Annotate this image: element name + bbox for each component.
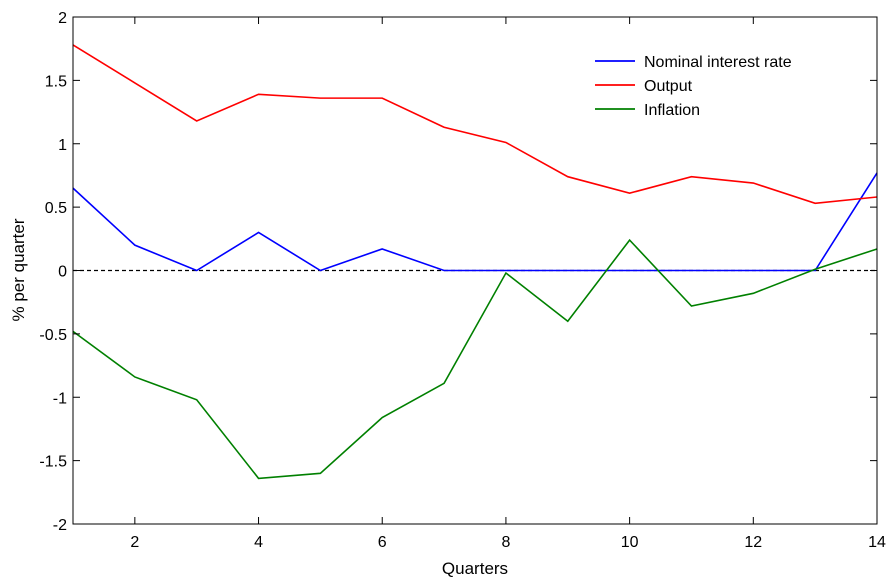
x-tick-label: 10	[621, 534, 639, 551]
x-axis-ticks: 2 4 6 8 10 12 14	[130, 17, 886, 551]
series-line-nominal-interest-rate	[72, 172, 878, 272]
y-axis-ticks: -2 -1.5 -1 -0.5 0 0.5 1 1.5 2	[39, 10, 877, 534]
y-tick-label: -2	[53, 517, 67, 534]
x-tick-label: 2	[130, 534, 139, 551]
legend-label: Nominal interest rate	[644, 54, 792, 71]
legend: Nominal interest rate Output Inflation	[595, 54, 792, 119]
y-axis-label: % per quarter	[9, 218, 28, 321]
x-tick-label: 4	[254, 534, 263, 551]
y-tick-label: 2	[58, 10, 67, 27]
y-tick-label: 0	[58, 264, 67, 281]
y-tick-label: 0.5	[45, 200, 67, 217]
legend-label: Inflation	[644, 102, 700, 119]
y-tick-label: -1.5	[39, 454, 67, 471]
x-tick-label: 6	[378, 534, 387, 551]
series-line-inflation	[72, 238, 878, 480]
y-tick-label: -0.5	[39, 327, 67, 344]
y-tick-label: 1	[58, 137, 67, 154]
y-tick-label: -1	[53, 390, 67, 407]
x-tick-label: 12	[744, 534, 762, 551]
x-tick-label: 8	[501, 534, 510, 551]
series-group	[72, 44, 878, 480]
legend-label: Output	[644, 78, 693, 95]
x-tick-label: 14	[868, 534, 886, 551]
x-axis-label: Quarters	[442, 559, 508, 578]
series-line-output	[72, 44, 878, 205]
y-tick-label: 1.5	[45, 73, 67, 90]
